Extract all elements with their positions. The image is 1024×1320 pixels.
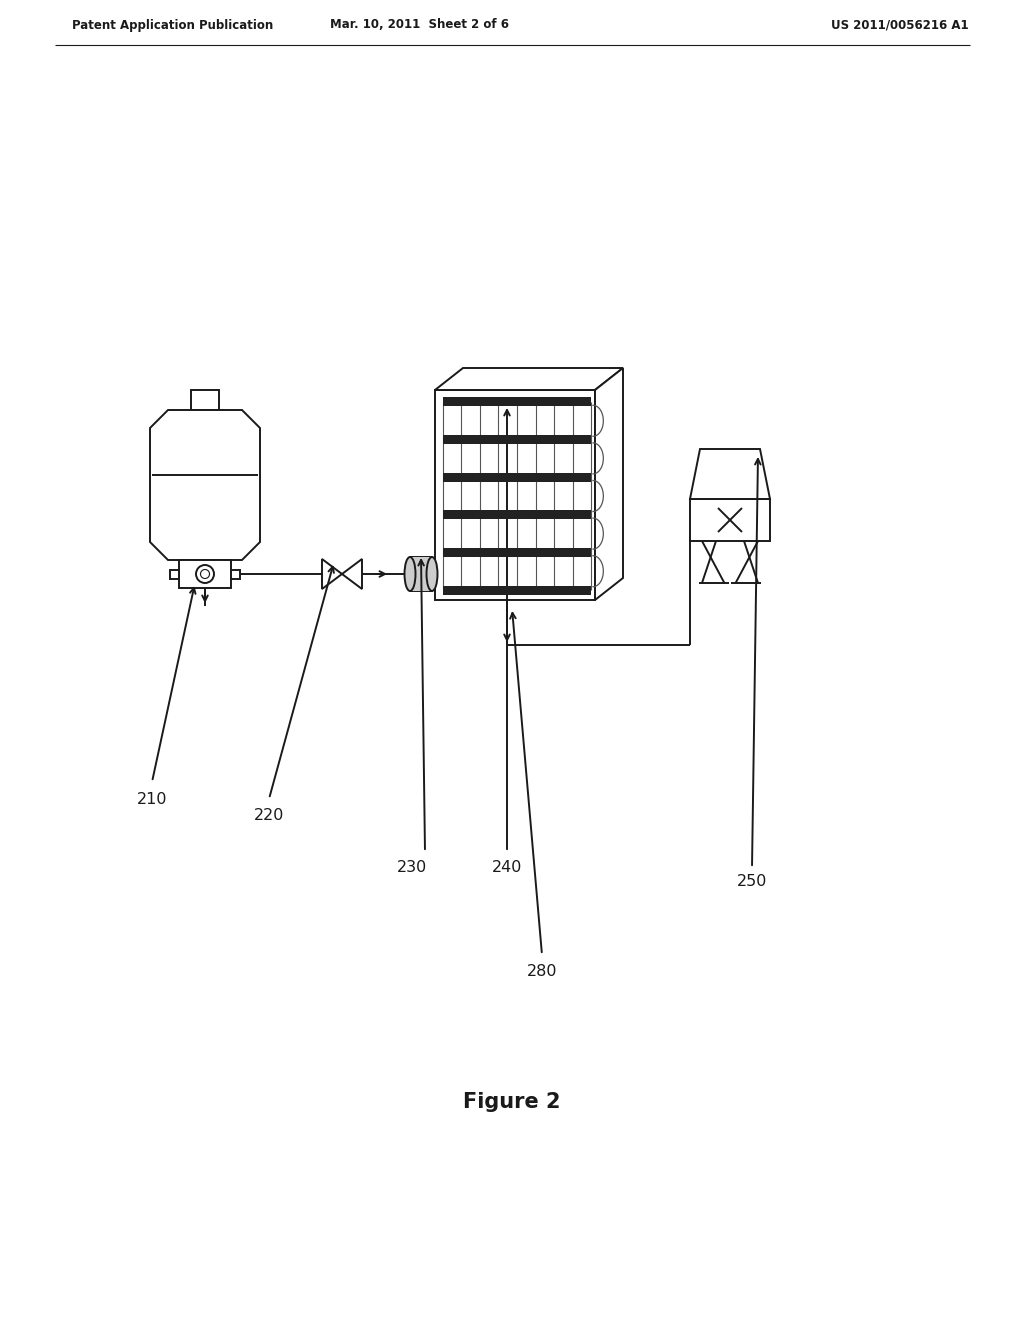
Polygon shape	[342, 558, 362, 589]
Bar	[179, 560, 231, 587]
Ellipse shape	[404, 557, 416, 591]
Polygon shape	[435, 368, 623, 389]
Bar	[191, 389, 219, 411]
Text: 230: 230	[397, 861, 427, 875]
Bar	[443, 436, 591, 444]
Bar	[170, 569, 179, 578]
Bar	[410, 557, 432, 591]
Bar	[435, 389, 595, 601]
Bar	[443, 586, 591, 594]
Bar	[443, 548, 591, 557]
Text: 240: 240	[492, 861, 522, 875]
PathPatch shape	[150, 411, 260, 560]
Text: 280: 280	[526, 965, 557, 979]
Polygon shape	[690, 449, 770, 499]
Bar	[690, 499, 770, 541]
Bar	[443, 397, 591, 407]
Text: Figure 2: Figure 2	[463, 1092, 561, 1111]
Text: 220: 220	[254, 808, 285, 822]
Ellipse shape	[427, 557, 437, 591]
Polygon shape	[322, 558, 342, 589]
Text: Patent Application Publication: Patent Application Publication	[72, 18, 273, 32]
Text: 250: 250	[737, 874, 767, 890]
Text: 210: 210	[137, 792, 167, 808]
Polygon shape	[595, 368, 623, 601]
Bar	[443, 511, 591, 519]
Circle shape	[196, 565, 214, 583]
Text: Mar. 10, 2011  Sheet 2 of 6: Mar. 10, 2011 Sheet 2 of 6	[331, 18, 510, 32]
Bar	[443, 473, 591, 482]
Text: US 2011/0056216 A1: US 2011/0056216 A1	[831, 18, 969, 32]
Bar	[231, 569, 240, 578]
